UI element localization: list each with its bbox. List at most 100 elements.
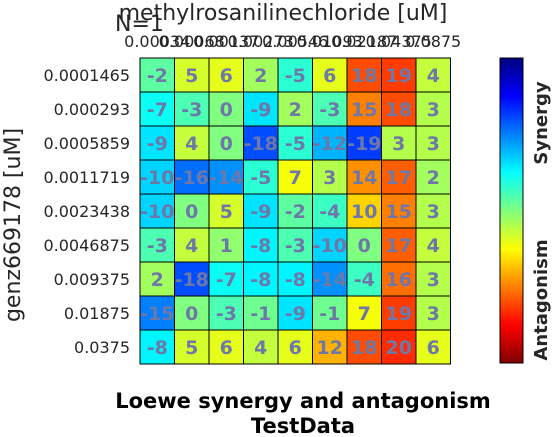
- heatmap-cell-value: -2: [285, 201, 306, 223]
- heatmap-cell-value: 0: [358, 235, 371, 257]
- heatmap-cell-value: 2: [289, 99, 302, 121]
- heatmap-cell: [174, 295, 210, 331]
- heatmap-cell: [174, 261, 210, 297]
- heatmap-cell: [277, 193, 313, 229]
- heatmap-cell: [312, 91, 348, 127]
- heatmap-cell-value: -18: [175, 269, 209, 291]
- colorbar: [499, 57, 524, 364]
- heatmap-cell: [312, 227, 348, 263]
- y-tick-label: 0.000293: [54, 100, 130, 119]
- heatmap-cell-value: -19: [347, 133, 381, 155]
- heatmap-cell-value: -5: [285, 133, 306, 155]
- heatmap-cell-value: -10: [140, 167, 174, 189]
- x-tick-label: 0.01093: [297, 32, 363, 51]
- heatmap-cell: [312, 57, 348, 93]
- heatmap-cell-value: -9: [250, 99, 271, 121]
- heatmap-cell: [208, 295, 244, 331]
- x-tick-label: 0.00034: [124, 32, 190, 51]
- chart-subtitle: TestData: [251, 414, 355, 437]
- y-tick-label: 0.0001465: [43, 66, 130, 85]
- heatmap-cell-value: 1: [220, 235, 233, 257]
- heatmap-cell: [139, 193, 175, 229]
- chart-title: Loewe synergy and antagonism: [115, 389, 491, 413]
- heatmap-cell: [243, 193, 279, 229]
- heatmap-cell: [415, 295, 451, 331]
- heatmap-cell-value: -9: [285, 303, 306, 325]
- heatmap-cell-value: 16: [386, 269, 412, 291]
- heatmap-cell: [346, 91, 382, 127]
- x-tick-label: 0.00068: [159, 32, 225, 51]
- heatmap-cell-value: -15: [140, 303, 174, 325]
- y-tick-labels: 0.0001465 0.000293 0.0005859 0.0011719 0.002…: [43, 66, 130, 357]
- x-axis-label: methylrosanilinechloride [uM]: [119, 1, 448, 26]
- heatmap-cell-value: 7: [358, 303, 371, 325]
- y-tick-label: 0.0046875: [43, 236, 130, 255]
- heatmap-cell-value: 3: [323, 167, 336, 189]
- heatmap-cell-value: 5: [185, 65, 198, 87]
- heatmap-cell-value: 12: [317, 337, 343, 359]
- heatmap-cell-value: 0: [185, 303, 198, 325]
- heatmap-cell-value: -3: [319, 99, 340, 121]
- x-tick-label: 0.00273: [228, 32, 294, 51]
- heatmap-cell-value: 19: [386, 65, 412, 87]
- heatmap-cell-value: 17: [386, 235, 412, 257]
- heatmap-cell: [415, 91, 451, 127]
- heatmap-cell-value: 0: [185, 201, 198, 223]
- heatmap-cell-value: -1: [250, 303, 271, 325]
- heatmap-cell: [277, 125, 313, 161]
- n-label: N=1: [115, 12, 164, 37]
- colorbar-label-synergy: Synergy: [531, 81, 552, 164]
- heatmap-cell: [381, 193, 417, 229]
- x-tick-label: 0.02187: [331, 32, 397, 51]
- heatmap-cell-value: 6: [323, 65, 336, 87]
- heatmap-cell: [312, 261, 348, 297]
- heatmap-cell: [208, 125, 244, 161]
- y-axis-label: genz669178 [uM]: [1, 128, 26, 322]
- heatmap-cell-value: 3: [427, 201, 440, 223]
- heatmap-cell-value: 0: [220, 99, 233, 121]
- heatmap-cell: [139, 125, 175, 161]
- heatmap-cell-value: 0: [220, 133, 233, 155]
- heatmap-cell-value: -2: [147, 65, 168, 87]
- heatmap-cell: [208, 57, 244, 93]
- y-tick-label: 0.0005859: [43, 134, 130, 153]
- heatmap-cell: [139, 57, 175, 93]
- x-tick-label: 0.00137: [193, 32, 259, 51]
- heatmap-cell: [415, 159, 451, 195]
- heatmap-cell: [277, 159, 313, 195]
- heatmap-cell: [277, 329, 313, 365]
- heatmap-cell: [415, 193, 451, 229]
- heatmap-cell: [381, 159, 417, 195]
- heatmap-cell-value: -4: [319, 201, 340, 223]
- heatmap-cell-value: -9: [250, 201, 271, 223]
- heatmap-cell: [243, 159, 279, 195]
- heatmap-cell-value: 18: [386, 99, 412, 121]
- heatmap-cell: [139, 295, 175, 331]
- heatmap-cell-value: 10: [351, 201, 377, 223]
- y-tick-label: 0.009375: [54, 270, 130, 289]
- heatmap-cell: [415, 329, 451, 365]
- heatmap-cell: [346, 329, 382, 365]
- heatmap-cell-value: -8: [285, 269, 306, 291]
- heatmap-cell: [381, 57, 417, 93]
- heatmap-cell-value: 4: [185, 235, 198, 257]
- heatmap-cell-value: -14: [209, 167, 243, 189]
- heatmap-cell: [381, 329, 417, 365]
- heatmap-cell-value: 4: [427, 235, 440, 257]
- heatmap-cell: [415, 227, 451, 263]
- colorbar-label-antagonism: Antagonism: [531, 239, 552, 360]
- heatmap-cell-value: 3: [427, 133, 440, 155]
- heatmap-cell: [415, 125, 451, 161]
- heatmap-cells: [139, 57, 451, 365]
- heatmap-cell: [312, 295, 348, 331]
- heatmap-cell-value: 19: [386, 303, 412, 325]
- heatmap-cell-value: 3: [392, 133, 405, 155]
- heatmap-cell-value: 3: [427, 303, 440, 325]
- heatmap-cell-value: 20: [386, 337, 412, 359]
- heatmap-cell-value: -5: [285, 65, 306, 87]
- heatmap-cell-value: -5: [250, 167, 271, 189]
- heatmap-cell-value: 5: [220, 201, 233, 223]
- heatmap-cell-value: -3: [147, 235, 168, 257]
- heatmap-cell-value: 6: [220, 337, 233, 359]
